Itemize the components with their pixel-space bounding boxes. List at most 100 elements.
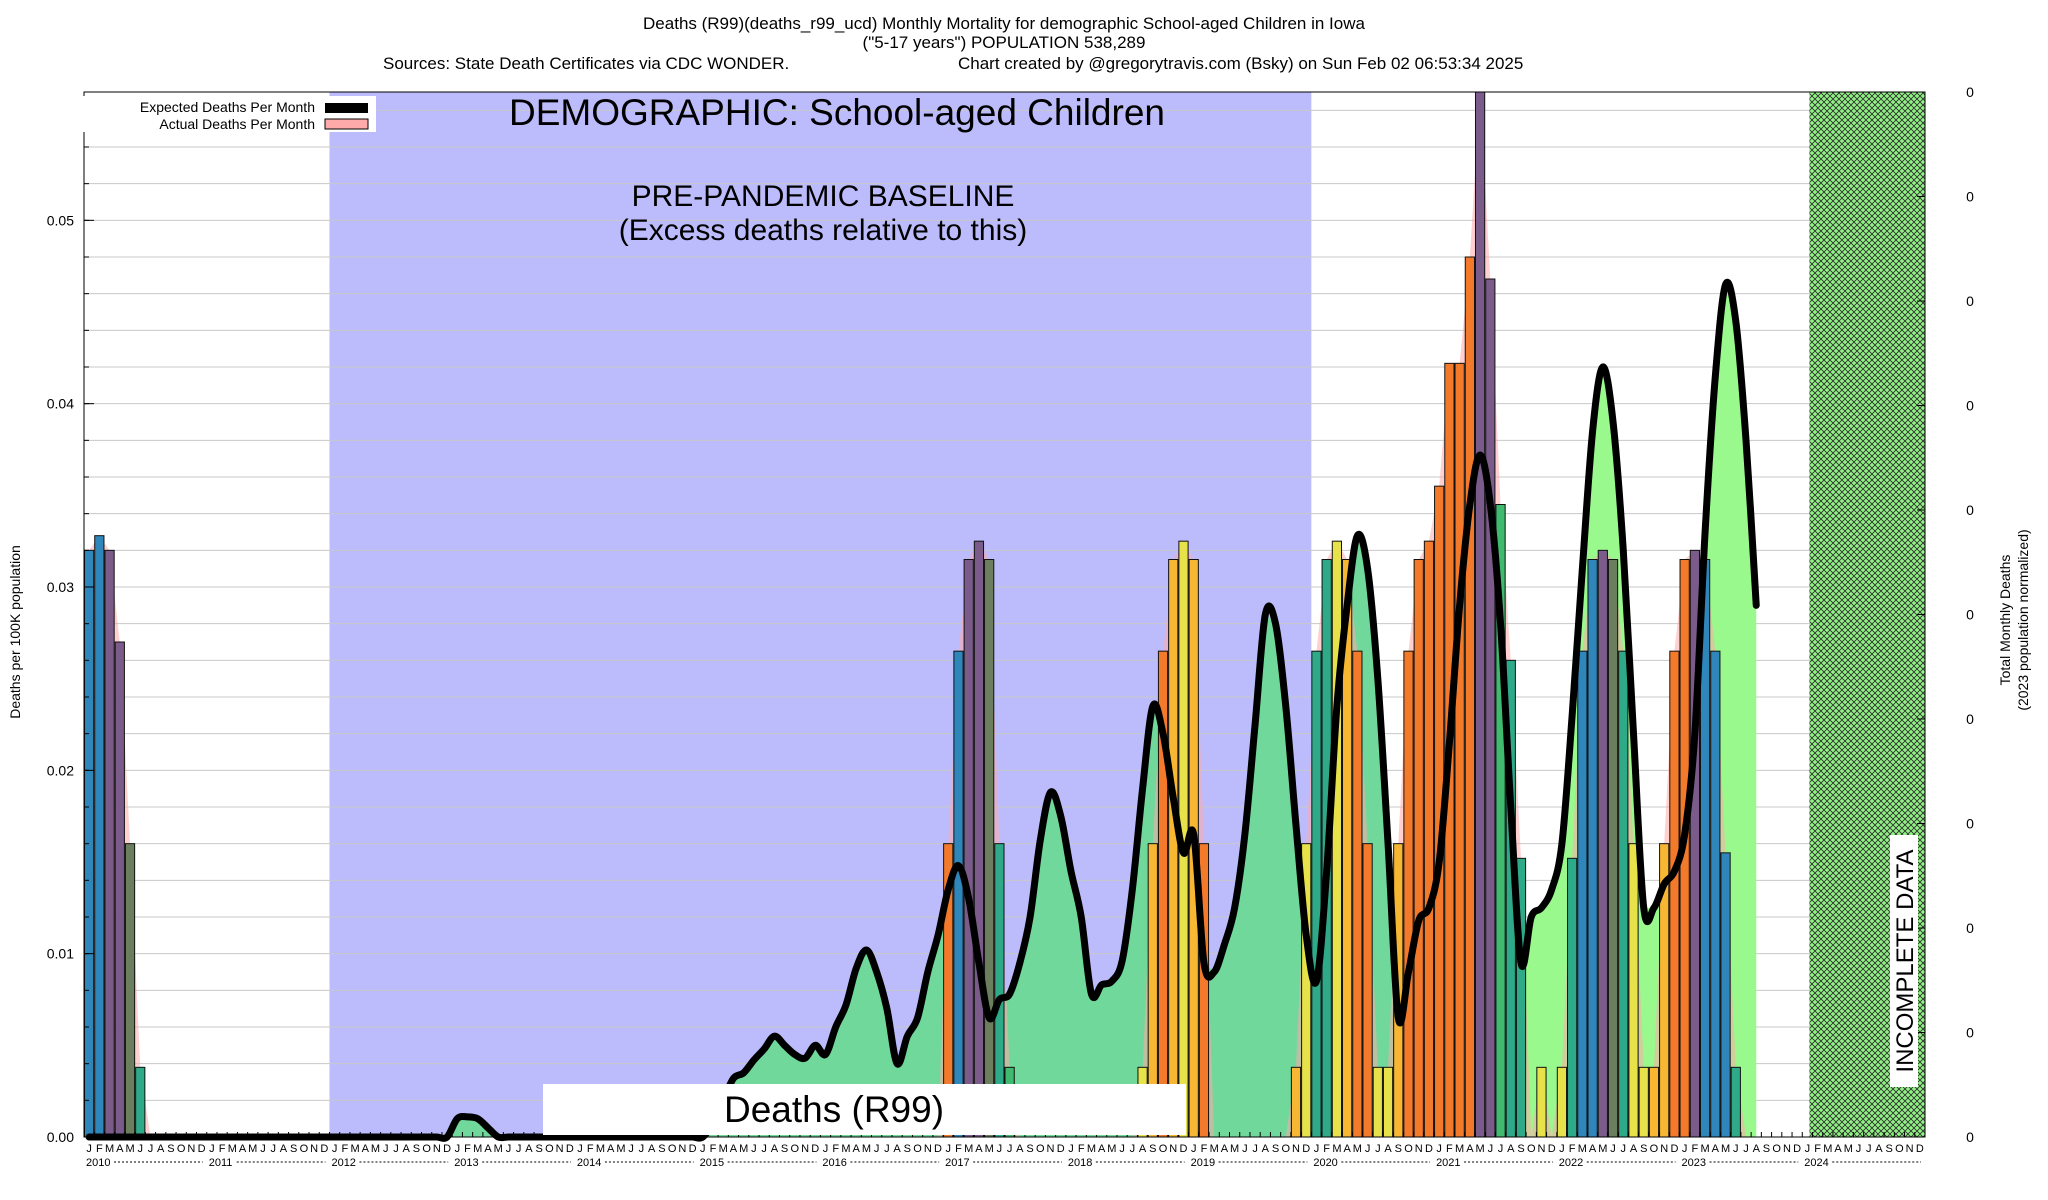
month-tick-label: J [1365, 1143, 1371, 1155]
actual-bar [1311, 650, 1322, 1138]
month-tick-label: A [893, 1143, 901, 1155]
month-tick-label: M [1578, 1143, 1587, 1155]
month-tick-label: D [1548, 1143, 1556, 1155]
month-tick-label: O [791, 1143, 800, 1155]
month-tick-label: M [1701, 1143, 1710, 1155]
month-tick-label: N [678, 1143, 686, 1155]
right-axis-label-1: Total Monthly Deaths [1997, 555, 2013, 686]
month-tick-label: F [1446, 1143, 1453, 1155]
month-tick-label: O [1036, 1143, 1045, 1155]
y-tick-label: 0.02 [47, 762, 74, 778]
actual-bar [1464, 256, 1475, 1138]
month-tick-label: D [198, 1143, 206, 1155]
month-tick-label: A [1098, 1143, 1106, 1155]
month-tick-label: S [1640, 1143, 1647, 1155]
month-tick-label: O [1650, 1143, 1659, 1155]
month-tick-label: F [464, 1143, 471, 1155]
month-tick-label: O [1281, 1143, 1290, 1155]
month-tick-label: M [841, 1143, 850, 1155]
month-tick-label: A [1262, 1143, 1270, 1155]
legend-expected-swatch [325, 103, 368, 113]
month-tick-label: O [1527, 1143, 1536, 1155]
month-tick-label: J [455, 1143, 461, 1155]
month-tick-label: J [1252, 1143, 1258, 1155]
month-tick-label: M [248, 1143, 257, 1155]
month-tick-label: J [383, 1143, 389, 1155]
month-tick-label: M [125, 1143, 134, 1155]
actual-bar [953, 650, 964, 1138]
month-tick-label: S [658, 1143, 665, 1155]
month-tick-label: M [350, 1143, 359, 1155]
right-tick-label: 0 [1966, 607, 1974, 623]
month-tick-label: A [484, 1143, 492, 1155]
month-tick-label: S [167, 1143, 174, 1155]
month-tick-label: J [1559, 1143, 1565, 1155]
actual-bar [1618, 650, 1629, 1138]
right-tick-label: 0 [1966, 920, 1974, 936]
month-tick-label: J [1375, 1143, 1381, 1155]
month-tick-label: J [1242, 1143, 1248, 1155]
month-tick-label: F [710, 1143, 717, 1155]
actual-bar [1454, 362, 1465, 1138]
month-tick-label: O [422, 1143, 431, 1155]
month-tick-label: M [1087, 1143, 1096, 1155]
y-tick-label: 0.01 [47, 946, 74, 962]
month-tick-label: J [1068, 1143, 1074, 1155]
month-tick-label: A [771, 1143, 779, 1155]
month-tick-label: J [945, 1143, 951, 1155]
actual-bar [1669, 650, 1680, 1138]
month-tick-label: O [177, 1143, 186, 1155]
actual-bar [1290, 1066, 1302, 1138]
month-tick-label: F [1323, 1143, 1330, 1155]
year-tick-label: 2019 [1191, 1157, 1215, 1169]
month-tick-label: F [1078, 1143, 1085, 1155]
actual-bar [1628, 843, 1639, 1138]
chart-title: Deaths (R99)(deaths_r99_ucd) Monthly Mor… [643, 14, 1365, 33]
month-tick-label: N [1660, 1143, 1668, 1155]
incomplete-label-box [1890, 835, 1918, 1087]
month-tick-label: O [668, 1143, 677, 1155]
month-tick-label: M [494, 1143, 503, 1155]
month-tick-label: J [148, 1143, 154, 1155]
actual-bar [1485, 278, 1496, 1138]
actual-bar [1720, 852, 1731, 1138]
year-tick-label: 2023 [1682, 1157, 1706, 1169]
month-tick-label: A [1753, 1143, 1761, 1155]
month-tick-label: A [1712, 1143, 1720, 1155]
month-tick-label: O [1404, 1143, 1413, 1155]
year-tick-label: 2020 [1313, 1157, 1337, 1169]
month-tick-label: F [1814, 1143, 1821, 1155]
month-tick-label: M [1455, 1143, 1464, 1155]
month-tick-label: O [1772, 1143, 1781, 1155]
month-tick-label: N [433, 1143, 441, 1155]
month-tick-label: D [443, 1143, 451, 1155]
month-tick-label: J [1805, 1143, 1811, 1155]
year-tick-label: 2024 [1804, 1157, 1828, 1169]
month-tick-label: M [1844, 1143, 1853, 1155]
year-tick-label: 2014 [577, 1157, 601, 1169]
actual-bar [1331, 540, 1343, 1138]
month-tick-label: J [1743, 1143, 1749, 1155]
actual-bar [963, 559, 974, 1138]
month-tick-label: M [739, 1143, 748, 1155]
legend: Expected Deaths Per Month Actual Deaths … [82, 96, 376, 132]
month-tick-label: J [761, 1143, 767, 1155]
legend-actual-label: Actual Deaths Per Month [159, 116, 315, 132]
month-tick-label: N [187, 1143, 195, 1155]
month-tick-label: A [1221, 1143, 1229, 1155]
month-tick-label: A [239, 1143, 247, 1155]
year-tick-label: 2011 [209, 1157, 233, 1169]
actual-bar [94, 535, 105, 1138]
year-tick-label: 2016 [822, 1157, 846, 1169]
month-tick-label: J [86, 1143, 92, 1155]
month-tick-label: M [1598, 1143, 1607, 1155]
month-tick-label: J [1436, 1143, 1442, 1155]
month-tick-label: N [924, 1143, 932, 1155]
month-tick-label: J [516, 1143, 522, 1155]
month-tick-label: N [1537, 1143, 1545, 1155]
month-tick-label: A [1384, 1143, 1392, 1155]
y-axis-label: Deaths per 100K population [7, 545, 23, 719]
month-tick-label: J [393, 1143, 399, 1155]
actual-bar [1730, 1066, 1741, 1138]
month-tick-label: M [1721, 1143, 1730, 1155]
